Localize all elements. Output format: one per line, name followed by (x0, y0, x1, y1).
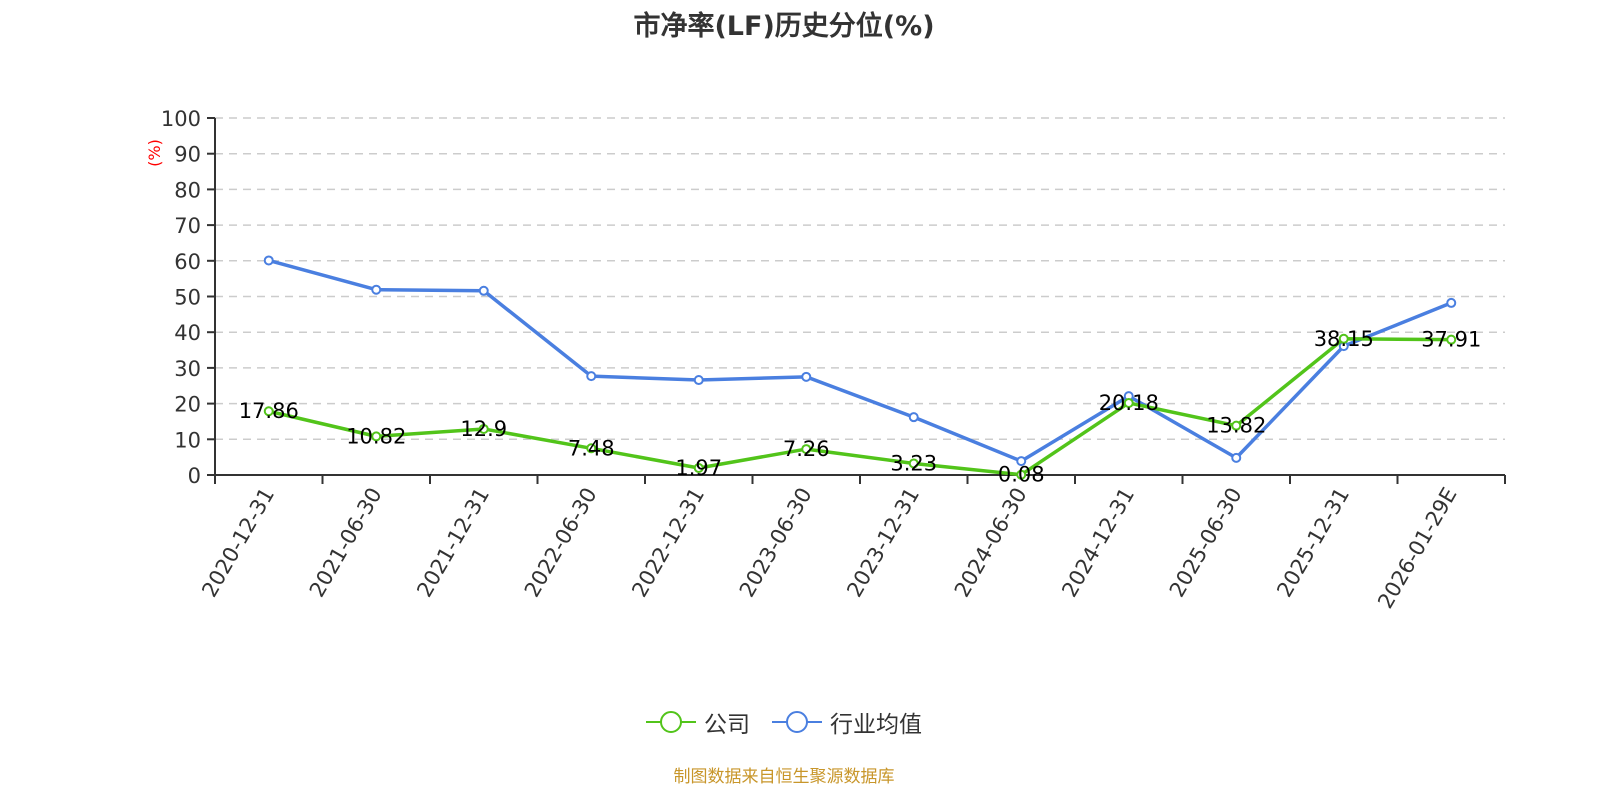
series-line (268, 337, 1452, 477)
data-labels: 17.86 10.82 12.9 7.48 1.97 7.26 3.23 0.08 20.18 1… (239, 327, 1482, 487)
chart-title: 市净率(LF)历史分位(%) (633, 11, 935, 42)
legend: 公司 行业均值 (0, 705, 1568, 739)
data-label: 12.9 (460, 417, 507, 441)
x-tick-label: 2022-12-31 (627, 484, 709, 602)
grid-lines (215, 117, 1505, 441)
x-tick-label: 2021-12-31 (412, 484, 494, 602)
data-label: 20.18 (1099, 391, 1159, 415)
data-point[interactable] (1231, 420, 1242, 431)
legend-line-circle-icon (646, 711, 696, 733)
data-label: 37.91 (1421, 328, 1481, 352)
data-point[interactable] (1123, 397, 1134, 408)
series-lines (263, 255, 1457, 480)
data-point[interactable] (371, 284, 382, 295)
series-line (268, 258, 1452, 463)
data-point[interactable] (1338, 333, 1349, 344)
y-tick-label: 20 (174, 393, 201, 417)
x-tick-label: 2022-06-30 (520, 484, 602, 602)
data-point[interactable] (586, 443, 597, 454)
x-tick-label: 2023-06-30 (735, 484, 817, 602)
x-tick-label: 2020-12-31 (197, 484, 279, 602)
y-tick-label: 80 (174, 178, 201, 202)
y-tick-label: 0 (188, 464, 201, 488)
data-point[interactable] (1446, 297, 1457, 308)
data-label: 7.26 (783, 437, 830, 461)
x-tick-label: 2021-06-30 (305, 484, 387, 602)
data-label: 1.97 (675, 456, 722, 480)
y-tick-label: 60 (174, 250, 201, 274)
x-tick-label: 2026-01-29E (1373, 484, 1461, 613)
y-tick-label: 50 (174, 286, 201, 310)
legend-line-circle-icon (772, 711, 822, 733)
data-point[interactable] (908, 458, 919, 469)
y-tick-label: 100 (161, 107, 201, 131)
data-point[interactable] (371, 431, 382, 442)
line-chart: 0 10 20 30 40 50 60 70 80 90 100 2020-12-31 2021-06-… (145, 107, 1506, 613)
y-tick-label: 40 (174, 321, 201, 345)
data-point[interactable] (693, 375, 704, 386)
x-tick-label: 2025-06-30 (1165, 484, 1247, 602)
y-tick-label: 90 (174, 143, 201, 167)
legend-label: 行业均值 (830, 712, 922, 738)
data-point[interactable] (478, 285, 489, 296)
data-point[interactable] (1016, 456, 1027, 467)
data-point[interactable] (263, 255, 274, 266)
x-tick-label: 2024-12-31 (1057, 484, 1139, 602)
legend-label: 公司 (704, 712, 750, 738)
data-label: 3.23 (890, 451, 937, 475)
data-point[interactable] (693, 462, 704, 473)
x-tick-label: 2024-06-30 (950, 484, 1032, 602)
data-point[interactable] (263, 406, 274, 417)
data-point[interactable] (1231, 452, 1242, 463)
y-tick-label: 30 (174, 357, 201, 381)
data-label: 17.86 (239, 399, 299, 423)
data-label: 10.82 (346, 424, 406, 448)
data-label: 38.15 (1314, 327, 1374, 351)
axes: 0 10 20 30 40 50 60 70 80 90 100 2020-12-31 2021-06-… (161, 107, 1506, 613)
y-axis-unit-label: (%) (145, 139, 164, 167)
data-label: 0.08 (998, 463, 1045, 487)
data-point[interactable] (801, 444, 812, 455)
y-tick-label: 10 (174, 428, 201, 452)
data-point[interactable] (1446, 334, 1457, 345)
legend-item-company[interactable]: 公司 (646, 705, 750, 739)
source-note: 制图数据来自恒生聚源数据库 (673, 767, 895, 787)
data-point[interactable] (908, 412, 919, 423)
data-label: 7.48 (568, 436, 615, 460)
data-label: 13.82 (1206, 414, 1266, 438)
data-point[interactable] (801, 371, 812, 382)
y-tick-label: 70 (174, 214, 201, 238)
data-point[interactable] (586, 371, 597, 382)
x-tick-label: 2023-12-31 (842, 484, 924, 602)
legend-item-industry-avg[interactable]: 行业均值 (772, 705, 922, 739)
x-tick-label: 2025-12-31 (1272, 484, 1354, 602)
data-point[interactable] (478, 423, 489, 434)
data-point[interactable] (1016, 469, 1027, 480)
